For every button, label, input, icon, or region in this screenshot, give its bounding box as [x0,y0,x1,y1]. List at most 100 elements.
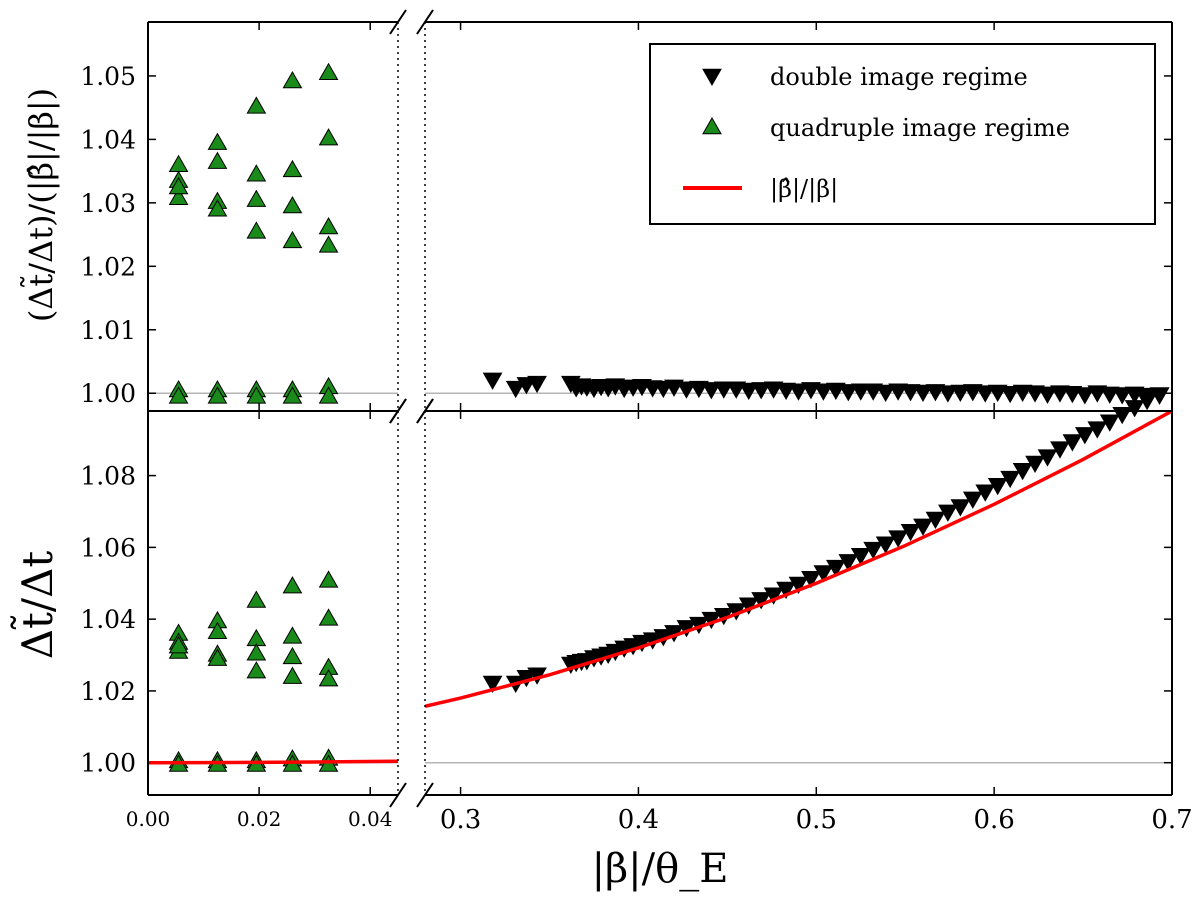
double-point [482,372,503,390]
y-tick-label: 1.04 [80,605,136,634]
panel-bottom: 1.00 1.02 1.04 1.06 1.08 [80,387,1173,808]
y-tick-label: 1.03 [80,189,136,218]
double-point [701,382,722,400]
y-tick-label: 1.04 [80,125,136,154]
quadruple-point [318,570,339,588]
y-tick-label: 1.02 [80,677,136,706]
double-point [1025,455,1045,474]
series-top-triangle-down [482,372,1170,406]
axis-break-mark [389,398,407,424]
top-ylabel: (Δt̃/Δt)/(|β̂|/|β|) [21,88,60,322]
double-point [1012,384,1033,402]
double-point [1012,462,1033,481]
quadruple-point [207,621,228,639]
double-point [962,491,983,509]
double-point [1124,400,1145,418]
double-point [1099,386,1120,404]
quadruple-point [282,646,303,665]
double-point [938,504,958,522]
double-point [1000,385,1021,404]
double-point [900,384,921,402]
quadruple-point [207,132,228,150]
series-bottom-line [148,411,1172,765]
double-point [925,511,946,530]
quadruple-point [246,96,267,114]
quadruple-point [246,221,267,239]
double-point [801,570,821,589]
axis-break-mark [416,782,434,808]
legend-quadruple-marker [702,116,722,135]
double-point [975,385,996,403]
quadruple-point [318,62,339,81]
quadruple-point [282,196,303,214]
x-tick-label: 0.00 [126,807,171,831]
series-bottom-triangle-up [168,570,339,772]
axis-break-mark [389,782,407,808]
quadruple-point [207,199,228,217]
x-tick-label: 0.5 [796,805,837,835]
double-point [938,385,958,403]
quadruple-point [246,189,267,207]
y-tick-label: 1.06 [80,533,136,562]
quadruple-point [282,71,303,89]
double-point [1074,387,1095,405]
double-point [850,383,871,401]
quadruple-point [207,151,228,169]
legend-label: quadruple image regime [770,114,1070,142]
double-point [776,581,796,600]
quadruple-point [282,666,303,684]
double-point [813,565,834,583]
x-tick-label: 0.02 [237,807,282,831]
x-tick-label: 0.4 [618,805,659,835]
quadruple-point [282,386,303,404]
double-point [987,478,1008,496]
quadruple-point [282,576,303,594]
y-tick-label: 1.08 [80,462,136,491]
x-tick-label: 0.04 [348,807,393,831]
double-point [788,576,809,594]
model-line-left [148,759,398,765]
double-point [913,384,933,402]
double-point [1037,386,1058,404]
model-line-right [425,411,1172,709]
quadruple-point [318,235,339,253]
double-point [1050,441,1070,459]
quadruple-point [318,608,339,626]
double-point [676,381,697,399]
double-point [838,554,859,572]
double-point [913,518,933,536]
double-point [900,523,921,542]
legend-label: |β̂|/|β| [770,175,838,204]
double-point [875,536,896,554]
quadruple-point [318,128,339,146]
double-point [751,382,772,400]
double-point [1099,414,1120,432]
double-point [1112,387,1133,405]
y-tick-label: 1.02 [80,252,136,281]
double-point [875,384,896,402]
quadruple-point [246,643,267,661]
double-point [482,675,503,694]
double-point [1149,387,1170,405]
quadruple-point [246,386,267,404]
quadruple-point [246,661,267,679]
quadruple-point [282,159,303,178]
quadruple-point [168,636,189,654]
quadruple-point [318,386,339,404]
quadruple-point [318,669,339,687]
quadruple-point [282,626,303,644]
quadruple-point [168,176,189,195]
y-tick-label: 1.00 [80,379,136,408]
double-point [763,587,784,605]
double-point [1062,434,1083,452]
x-tick-label: 0.6 [973,805,1014,835]
panels: 1.00 1.01 1.02 1.03 1.04 1.05 1.00 1.02 1.04 1.06… [80,9,1193,835]
legend-frame [649,43,1156,225]
series-top-triangle-up [168,62,339,404]
double-point [975,484,996,502]
double-point [1074,427,1095,445]
double-point [1087,421,1108,439]
double-point [713,381,734,399]
double-point [888,383,908,401]
